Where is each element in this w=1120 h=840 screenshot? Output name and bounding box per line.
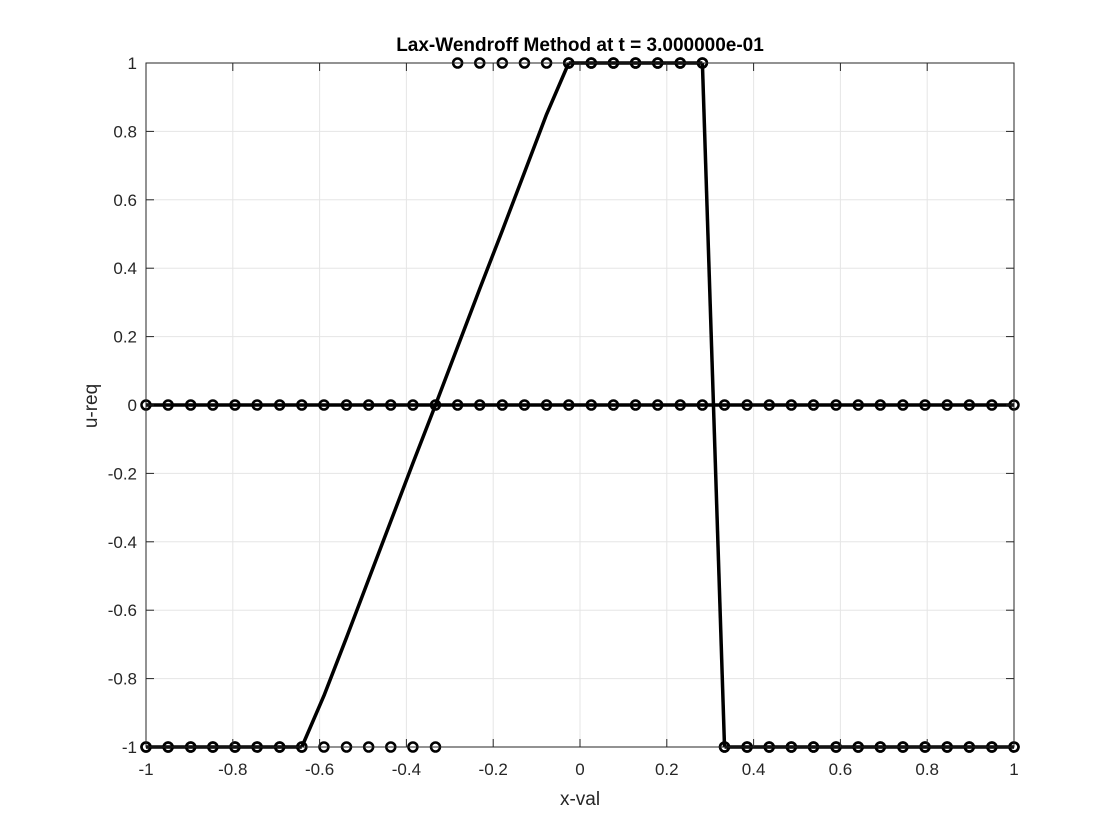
data-point-marker xyxy=(385,399,397,411)
data-point-marker xyxy=(229,399,241,411)
x-tick-label: -0.4 xyxy=(392,760,421,779)
data-point-marker xyxy=(162,399,174,411)
y-tick-label: 1 xyxy=(128,54,137,73)
data-point-marker xyxy=(651,399,664,411)
data-point-marker xyxy=(763,399,775,411)
series-6 xyxy=(300,62,571,748)
data-point-marker xyxy=(340,399,353,411)
y-tick-label: -1 xyxy=(122,738,137,757)
chart-title: Lax-Wendroff Method at t = 3.000000e-01 xyxy=(396,35,764,56)
x-tick-label: -0.8 xyxy=(218,760,247,779)
x-axis-label: x-val xyxy=(560,789,600,810)
x-tick-label: -0.2 xyxy=(479,760,508,779)
y-tick-label: -0.8 xyxy=(108,670,137,689)
x-tick-label: 0.6 xyxy=(829,760,853,779)
y-tick-label: 0.6 xyxy=(113,191,137,210)
y-tick-label: -0.2 xyxy=(108,464,137,483)
data-point-marker xyxy=(674,399,686,411)
x-tick-label: 0.4 xyxy=(742,760,766,779)
series-8 xyxy=(700,62,727,748)
data-point-marker xyxy=(830,399,842,411)
data-point-marker xyxy=(585,399,598,411)
series-line xyxy=(300,62,571,748)
x-tick-label: 0 xyxy=(575,760,584,779)
data-point-marker xyxy=(852,399,864,411)
y-tick-label: 0.2 xyxy=(113,328,137,347)
data-point-marker xyxy=(184,399,197,411)
data-point-marker xyxy=(897,399,909,411)
data-point-marker xyxy=(941,399,953,411)
data-point-marker xyxy=(451,399,464,411)
data-point-marker xyxy=(362,399,375,411)
data-point-marker xyxy=(718,399,731,411)
y-tick-label: 0.4 xyxy=(113,259,137,278)
data-point-marker xyxy=(518,399,531,411)
data-point-marker xyxy=(696,399,709,411)
x-tick-label: 0.8 xyxy=(915,760,939,779)
data-point-marker xyxy=(629,399,642,411)
data-point-marker xyxy=(273,399,286,411)
data-point-marker xyxy=(741,399,753,411)
data-point-marker xyxy=(963,399,976,411)
data-point-marker xyxy=(540,399,553,411)
data-point-marker xyxy=(318,399,330,411)
data-point-marker xyxy=(874,399,887,411)
data-point-marker xyxy=(986,399,998,411)
data-point-marker xyxy=(296,399,308,411)
x-tick-label: -1 xyxy=(138,760,153,779)
series-line xyxy=(700,62,727,748)
data-point-marker xyxy=(785,399,798,411)
y-tick-label: 0 xyxy=(128,396,137,415)
x-tick-label: -0.6 xyxy=(305,760,334,779)
data-point-marker xyxy=(251,399,263,411)
y-tick-label: -0.4 xyxy=(108,533,137,552)
data-point-marker xyxy=(407,399,419,411)
y-tick-label: -0.6 xyxy=(108,601,137,620)
data-point-marker xyxy=(807,399,820,411)
data-point-marker xyxy=(919,399,931,411)
data-point-marker xyxy=(496,399,509,411)
x-tick-label: 0.2 xyxy=(655,760,679,779)
axis-ticks: -1 -0.8 -0.6 -0.4 -0.2 0 0.2 0.4 0.6 0.8 1 -1 -0.8 -0… xyxy=(108,54,1019,779)
x-tick-label: 1 xyxy=(1009,760,1018,779)
data-point-marker xyxy=(207,399,219,411)
y-tick-label: 0.8 xyxy=(113,122,137,141)
data-point-marker xyxy=(562,399,575,411)
data-point-marker xyxy=(474,399,486,411)
y-axis-label: u-req xyxy=(81,384,102,428)
data-point-marker xyxy=(607,399,620,411)
